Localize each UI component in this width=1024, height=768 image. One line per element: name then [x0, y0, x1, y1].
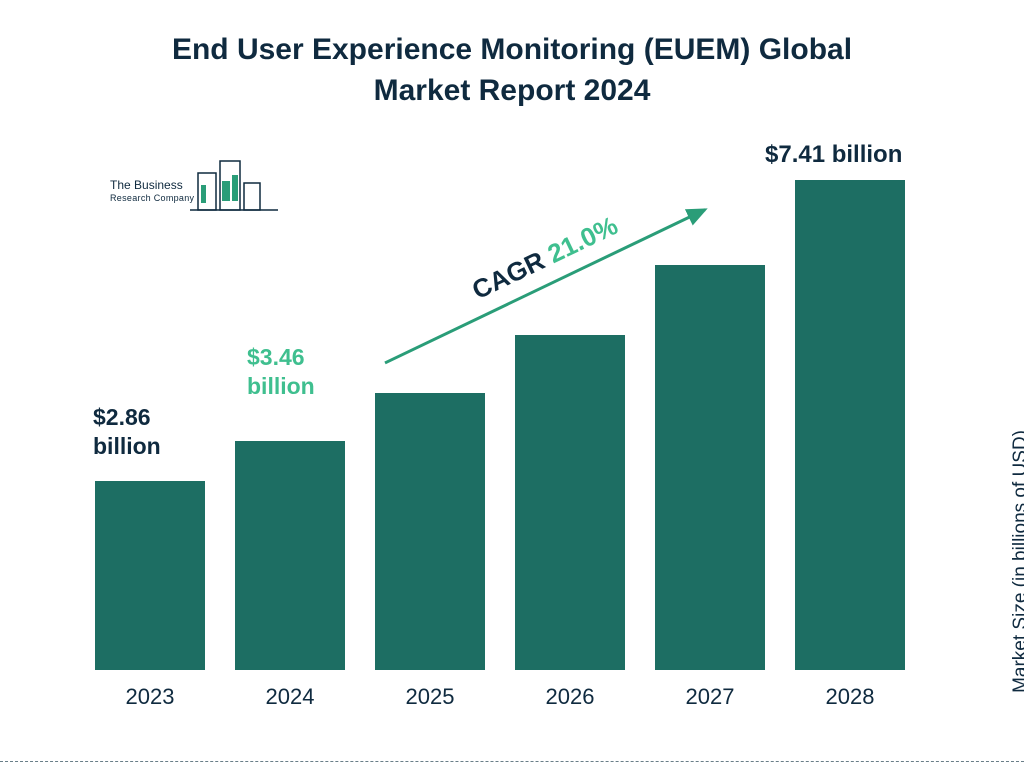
- footer-divider: [0, 761, 1024, 762]
- bars-container: [90, 180, 930, 670]
- annot-first-line1: $2.86: [93, 404, 151, 430]
- x-tick-label: 2027: [655, 684, 765, 710]
- annot-first-line2: billion: [93, 433, 161, 459]
- value-label-2028: $7.41 billion: [765, 140, 902, 170]
- bar: [95, 481, 205, 670]
- title-line2: Market Report 2024: [374, 74, 651, 107]
- annot-last-text: $7.41 billion: [765, 141, 902, 168]
- title-line1: End User Experience Monitoring (EUEM) Gl…: [172, 33, 852, 66]
- x-tick-label: 2028: [795, 684, 905, 710]
- bar: [515, 335, 625, 670]
- annot-second-line1: $3.46: [247, 344, 305, 370]
- bar: [795, 180, 905, 670]
- x-tick-label: 2026: [515, 684, 625, 710]
- value-label-2024: $3.46 billion: [247, 343, 315, 401]
- x-tick-label: 2025: [375, 684, 485, 710]
- bar-chart: [90, 180, 930, 670]
- x-tick-label: 2023: [95, 684, 205, 710]
- x-axis: 2023 2024 2025 2026 2027 2028: [90, 678, 930, 718]
- chart-title: End User Experience Monitoring (EUEM) Gl…: [0, 30, 1024, 111]
- bar: [375, 393, 485, 670]
- value-label-2023: $2.86 billion: [93, 403, 161, 461]
- annot-second-line2: billion: [247, 373, 315, 399]
- x-tick-label: 2024: [235, 684, 345, 710]
- bar: [655, 265, 765, 670]
- bar: [235, 441, 345, 670]
- y-axis-label: Market Size (in billions of USD): [1010, 430, 1024, 693]
